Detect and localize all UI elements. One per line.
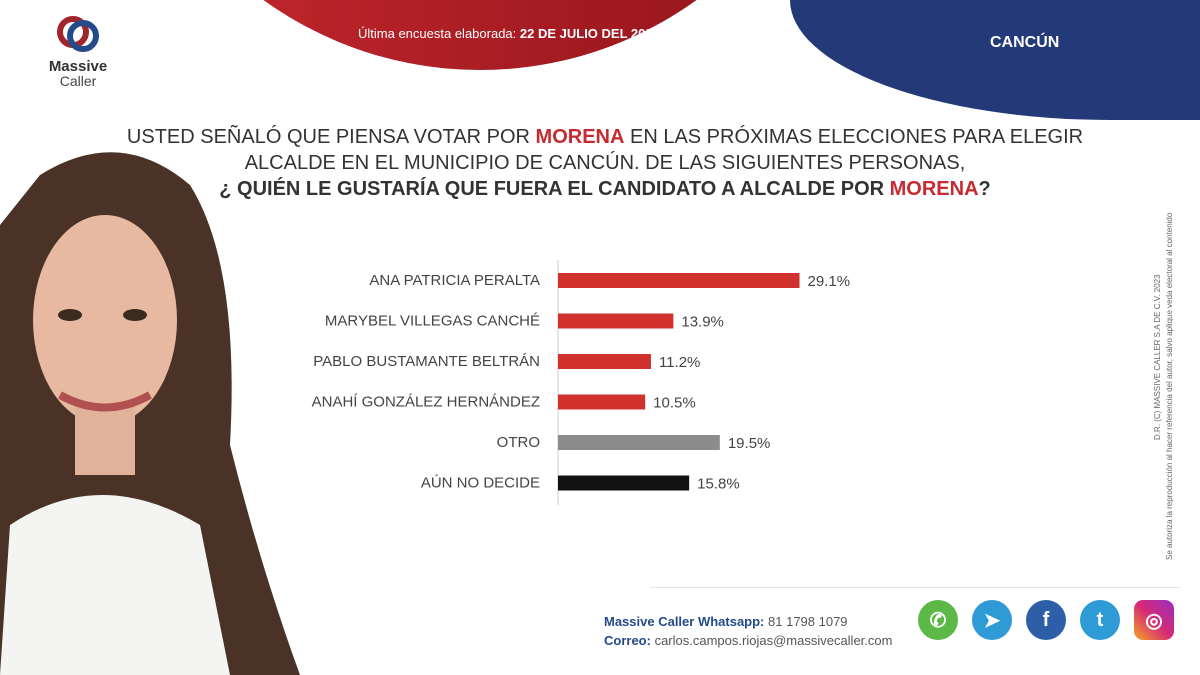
q-party2: MORENA [889,178,979,200]
contact-info: Massive Caller Whatsapp: 81 1798 1079 Co… [604,612,892,650]
logo-text-2: Caller [59,73,97,89]
q-part4: ? [978,178,991,200]
value-label: 19.5% [728,435,771,452]
header-blue-band [790,0,1200,120]
logo-text-1: Massive [48,58,108,75]
q-part2: EN LAS PRÓXIMAS ELECCIONES PARA ELEGIR A… [244,126,1084,174]
survey-label: Última encuesta elaborada: [358,26,517,41]
value-label: 15.8% [697,476,740,493]
authorization-line: Se autoriza la reproducción al hacer ref… [1165,212,1174,560]
category-label: ANAHÍ GONZÁLEZ HERNÁNDEZ [312,394,540,411]
q-part1: USTED SEÑALÓ QUE PIENSA VOTAR POR [126,126,536,148]
candidate-photo [0,152,300,675]
q-part3: ¿ QUIÉN LE GUSTARÍA QUE FUERA EL CANDIDA… [219,178,890,200]
bar [558,354,651,369]
email-link[interactable]: carlos.campos.riojas@massivecaller.com [654,633,893,648]
bar [558,475,690,491]
twitter-icon[interactable]: t [1080,600,1120,640]
bar [558,394,646,410]
category-label: AÚN NO DECIDE [421,475,540,492]
email-label: Correo: [604,633,651,648]
bar-chart: ANA PATRICIA PERALTA 29.1% MARYBEL VILLEGA… [312,260,851,505]
survey-date: Última encuesta elaborada: 22 DE JULIO D… [358,26,660,41]
survey-date-value: 22 DE JULIO DEL 2023 [519,26,660,41]
facebook-icon[interactable]: f [1026,600,1066,640]
massive-caller-logo: Massive Caller [38,14,118,88]
whatsapp-label: Massive Caller Whatsapp: [604,614,765,629]
category-label: ANA PATRICIA PERALTA [369,272,540,289]
telegram-icon[interactable]: ➤ [972,600,1012,640]
copyright-note: D.R. (C) MASSIVE CALLER S.A DE C.V. 2023… [1153,212,1174,560]
bar [558,273,800,288]
bar [558,313,674,329]
footer-divider [650,587,1180,588]
value-label: 10.5% [653,395,696,412]
value-label: 13.9% [681,314,724,331]
copyright-line: D.R. (C) MASSIVE CALLER S.A DE C.V. 2023 [1153,274,1162,440]
logo-bubbles-icon [57,16,99,52]
whatsapp-number: 81 1798 1079 [768,614,848,629]
q-party: MORENA [535,126,625,148]
city-label: CANCÚN [990,34,1060,51]
category-label: PABLO BUSTAMANTE BELTRÁN [313,353,540,370]
instagram-icon[interactable]: ◎ [1134,600,1174,640]
whatsapp-icon[interactable]: ✆ [918,600,958,640]
survey-question: USTED SEÑALÓ QUE PIENSA VOTAR POR MORENA… [100,124,1110,202]
bar [558,435,720,450]
value-label: 11.2% [659,354,700,371]
category-label: MARYBEL VILLEGAS CANCHÉ [325,313,540,330]
category-label: OTRO [497,434,540,451]
value-label: 29.1% [808,273,851,290]
